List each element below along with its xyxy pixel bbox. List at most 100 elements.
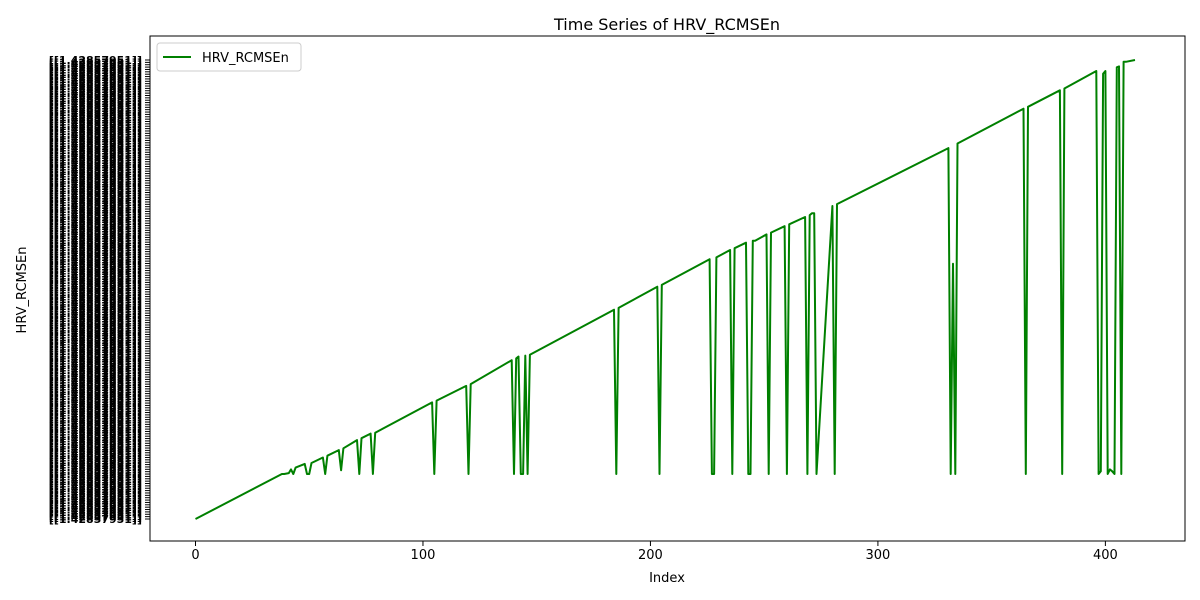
y-tick-label: [[1.42857951]] — [49, 411, 142, 424]
y-tick-label: [[1.42857951]] — [49, 56, 142, 69]
y-tick-label: [[1.42857951]] — [49, 104, 142, 117]
y-tick-label: [[1.42857951]] — [49, 499, 142, 512]
y-tick-label: [[1.42857951]] — [49, 381, 142, 394]
y-tick-label: [[1.42857951]] — [49, 149, 142, 162]
y-tick-label: [[1.42857951]] — [49, 390, 142, 403]
y-tick-label: [[1.42857951]] — [49, 496, 142, 509]
y-tick-label: [[1.42857951]] — [49, 288, 142, 301]
y-tick-label: [[1.42857951]] — [49, 186, 142, 199]
y-tick-label: [[1.42857951]] — [49, 347, 142, 360]
y-tick-label: [[1.42857951]] — [49, 314, 142, 327]
y-tick-label: [[1.42857951]] — [49, 156, 142, 169]
y-tick-label: [[1.42857951]] — [49, 333, 142, 346]
y-tick-label: [[1.42857951]] — [49, 179, 142, 192]
y-tick-label: [[1.42857951]] — [49, 433, 142, 446]
y-tick-label: [[1.42857951]] — [49, 357, 142, 370]
y-tick-label: [[1.42857951]] — [49, 478, 142, 491]
y-tick-label: [[1.42857951]] — [49, 506, 142, 519]
y-tick-label: [[1.42857951]] — [49, 158, 142, 171]
y-tick-label: [[1.42857951]] — [49, 222, 142, 235]
y-tick-label: [[1.42857951]] — [49, 466, 142, 479]
x-axis-label: Index — [649, 571, 685, 586]
y-tick-label: [[1.42857951]] — [49, 208, 142, 221]
y-tick-label: [[1.42857951]] — [49, 461, 142, 474]
y-tick-label: [[1.42857951]] — [49, 456, 142, 469]
y-tick-label: [[1.42857951]] — [49, 144, 142, 157]
y-tick-label: [[1.42857951]] — [49, 80, 142, 93]
plot-area — [149, 35, 1186, 542]
y-tick-label: [[1.42857951]] — [49, 87, 142, 100]
y-tick-label: [[1.42857951]] — [49, 428, 142, 441]
y-tick-label: [[1.42857951]] — [49, 108, 142, 121]
y-tick-label: [[1.42857951]] — [49, 463, 142, 476]
y-tick-label: [[1.42857951]] — [49, 409, 142, 422]
y-tick-label: [[1.42857951]] — [49, 132, 142, 145]
y-tick-label: [[1.42857951]] — [49, 494, 142, 507]
y-tick-label: [[1.42857951]] — [49, 153, 142, 166]
y-tick-label: [[1.42857951]] — [49, 317, 142, 330]
y-tick-label: [[1.42857951]] — [49, 373, 142, 386]
y-tick-label: [[1.42857951]] — [49, 68, 142, 81]
y-tick-label: [[1.42857951]] — [49, 239, 142, 252]
y-tick-label: [[1.42857951]] — [49, 234, 142, 247]
y-tick-label: [[1.42857951]] — [49, 352, 142, 365]
y-tick-label: [[1.42857951]] — [49, 425, 142, 438]
y-tick-label: [[1.42857951]] — [49, 120, 142, 133]
y-tick-label: [[1.42857951]] — [49, 198, 142, 211]
y-tick-label: [[1.42857951]] — [49, 482, 142, 495]
y-tick-label: [[1.42857951]] — [49, 61, 142, 74]
x-tick-label: 0 — [191, 548, 199, 563]
y-tick-label: [[1.42857951]] — [49, 312, 142, 325]
y-tick-label: [[1.42857951]] — [49, 459, 142, 472]
y-tick-label: [[1.42857951]] — [49, 243, 142, 256]
y-tick-label: [[1.42857951]] — [49, 175, 142, 188]
y-tick-label: [[1.42857951]] — [49, 189, 142, 202]
y-tick-label: [[1.42857951]] — [49, 123, 142, 136]
y-tick-label: [[1.42857951]] — [49, 371, 142, 384]
legend-label: HRV_RCMSEn — [202, 51, 289, 66]
x-axis-ticks: 0 100 200 300 400 — [191, 541, 1118, 563]
y-tick-label: [[1.42857951]] — [49, 276, 142, 289]
y-tick-label: [[1.42857951]] — [49, 343, 142, 356]
y-tick-label: [[1.42857951]] — [49, 241, 142, 254]
y-tick-label: [[1.42857951]] — [49, 331, 142, 344]
y-tick-label: [[1.42857951]] — [49, 101, 142, 114]
y-tick-label: [[1.42857951]] — [49, 177, 142, 190]
y-tick-label: [[1.42857951]] — [49, 291, 142, 304]
legend-box — [156, 42, 302, 72]
y-tick-label: [[1.42857951]] — [49, 215, 142, 228]
y-tick-label: [[1.42857951]] — [49, 404, 142, 417]
y-tick-label: [[1.42857951]] — [49, 82, 142, 95]
y-tick-label: [[1.42857951]] — [49, 350, 142, 363]
y-axis-label: HRV_RCMSEn — [15, 247, 30, 334]
y-tick-label: [[1.42857951]] — [49, 139, 142, 152]
y-tick-label: [[1.42857951]] — [49, 376, 142, 389]
y-tick-label: [[1.42857951]] — [49, 508, 142, 521]
y-tick-label: [[1.42857951]] — [49, 378, 142, 391]
y-tick-label: [[1.42857951]] — [49, 284, 142, 297]
y-tick-label: [[1.42857951]] — [49, 416, 142, 429]
y-tick-label: [[1.42857951]] — [49, 418, 142, 431]
y-tick-label: [[1.42857951]] — [49, 85, 142, 98]
y-tick-label: [[1.42857951]] — [49, 364, 142, 377]
y-tick-label: [[1.42857951]] — [49, 319, 142, 332]
y-tick-label: [[1.42857951]] — [49, 473, 142, 486]
y-tick-label: [[1.42857951]] — [49, 340, 142, 353]
y-tick-label: [[1.42857951]] — [49, 205, 142, 218]
y-tick-label: [[1.42857951]] — [49, 116, 142, 129]
y-tick-label: [[1.42857951]] — [49, 142, 142, 155]
y-tick-label: [[1.42857951]] — [49, 66, 142, 79]
y-tick-label: [[1.42857951]] — [49, 210, 142, 223]
x-tick-label: 100 — [411, 548, 436, 563]
y-tick-label: [[1.42857951]] — [49, 269, 142, 282]
y-tick-label: [[1.42857951]] — [49, 118, 142, 131]
y-tick-label: [[1.42857951]] — [49, 485, 142, 498]
y-tick-label: [[1.42857951]] — [49, 217, 142, 230]
y-tick-label: [[1.42857951]] — [49, 475, 142, 488]
y-tick-label: [[1.42857951]] — [49, 421, 142, 434]
y-tick-label: [[1.42857951]] — [49, 137, 142, 150]
y-tick-label: [[1.42857951]] — [49, 125, 142, 138]
y-tick-label: [[1.42857951]] — [49, 231, 142, 244]
x-tick-label: 400 — [1093, 548, 1118, 563]
y-tick-label: [[1.42857951]] — [49, 295, 142, 308]
